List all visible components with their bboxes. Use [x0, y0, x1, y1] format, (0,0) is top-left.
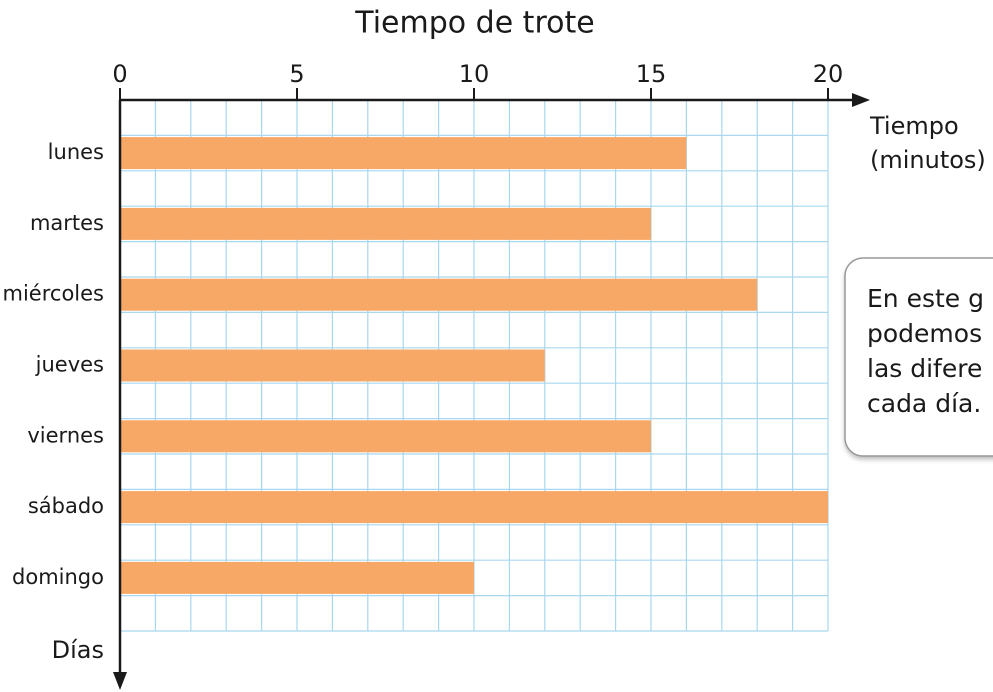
y-tick-label: miércoles [3, 282, 104, 306]
y-tick-label: viernes [27, 423, 104, 447]
x-tick-label: 20 [813, 60, 844, 88]
x-tick-label: 5 [289, 60, 304, 88]
x-tick-label: 0 [112, 60, 127, 88]
bar [120, 420, 651, 453]
note-box [844, 257, 993, 457]
y-tick-label: lunes [48, 140, 104, 164]
x-tick-label: 10 [459, 60, 490, 88]
bar [120, 491, 828, 524]
y-tick-label: domingo [12, 565, 104, 589]
bars [120, 137, 828, 594]
x-axis-arrow [852, 93, 870, 107]
y-tick-label: jueves [35, 353, 104, 377]
note-line: las difere [867, 354, 982, 383]
bar [120, 349, 545, 382]
note-line: cada día. [867, 389, 981, 418]
bar [120, 137, 687, 170]
chart-title: Tiempo de trote [354, 6, 594, 41]
y-axis-arrow [113, 672, 127, 690]
note-line: En este g [867, 284, 984, 313]
bar [120, 561, 474, 594]
x-tick-label: 15 [636, 60, 667, 88]
note: En este g podemos las difere cada día. [867, 284, 984, 418]
y-tick-label: sábado [28, 494, 104, 518]
note-line: podemos [867, 319, 982, 348]
x-axis-label: Tiempo [869, 112, 959, 140]
y-tick-label: martes [30, 211, 104, 235]
bar [120, 207, 651, 240]
x-axis-label: (minutos) [870, 146, 986, 174]
bar [120, 278, 758, 311]
y-axis-label: Días [52, 636, 104, 664]
